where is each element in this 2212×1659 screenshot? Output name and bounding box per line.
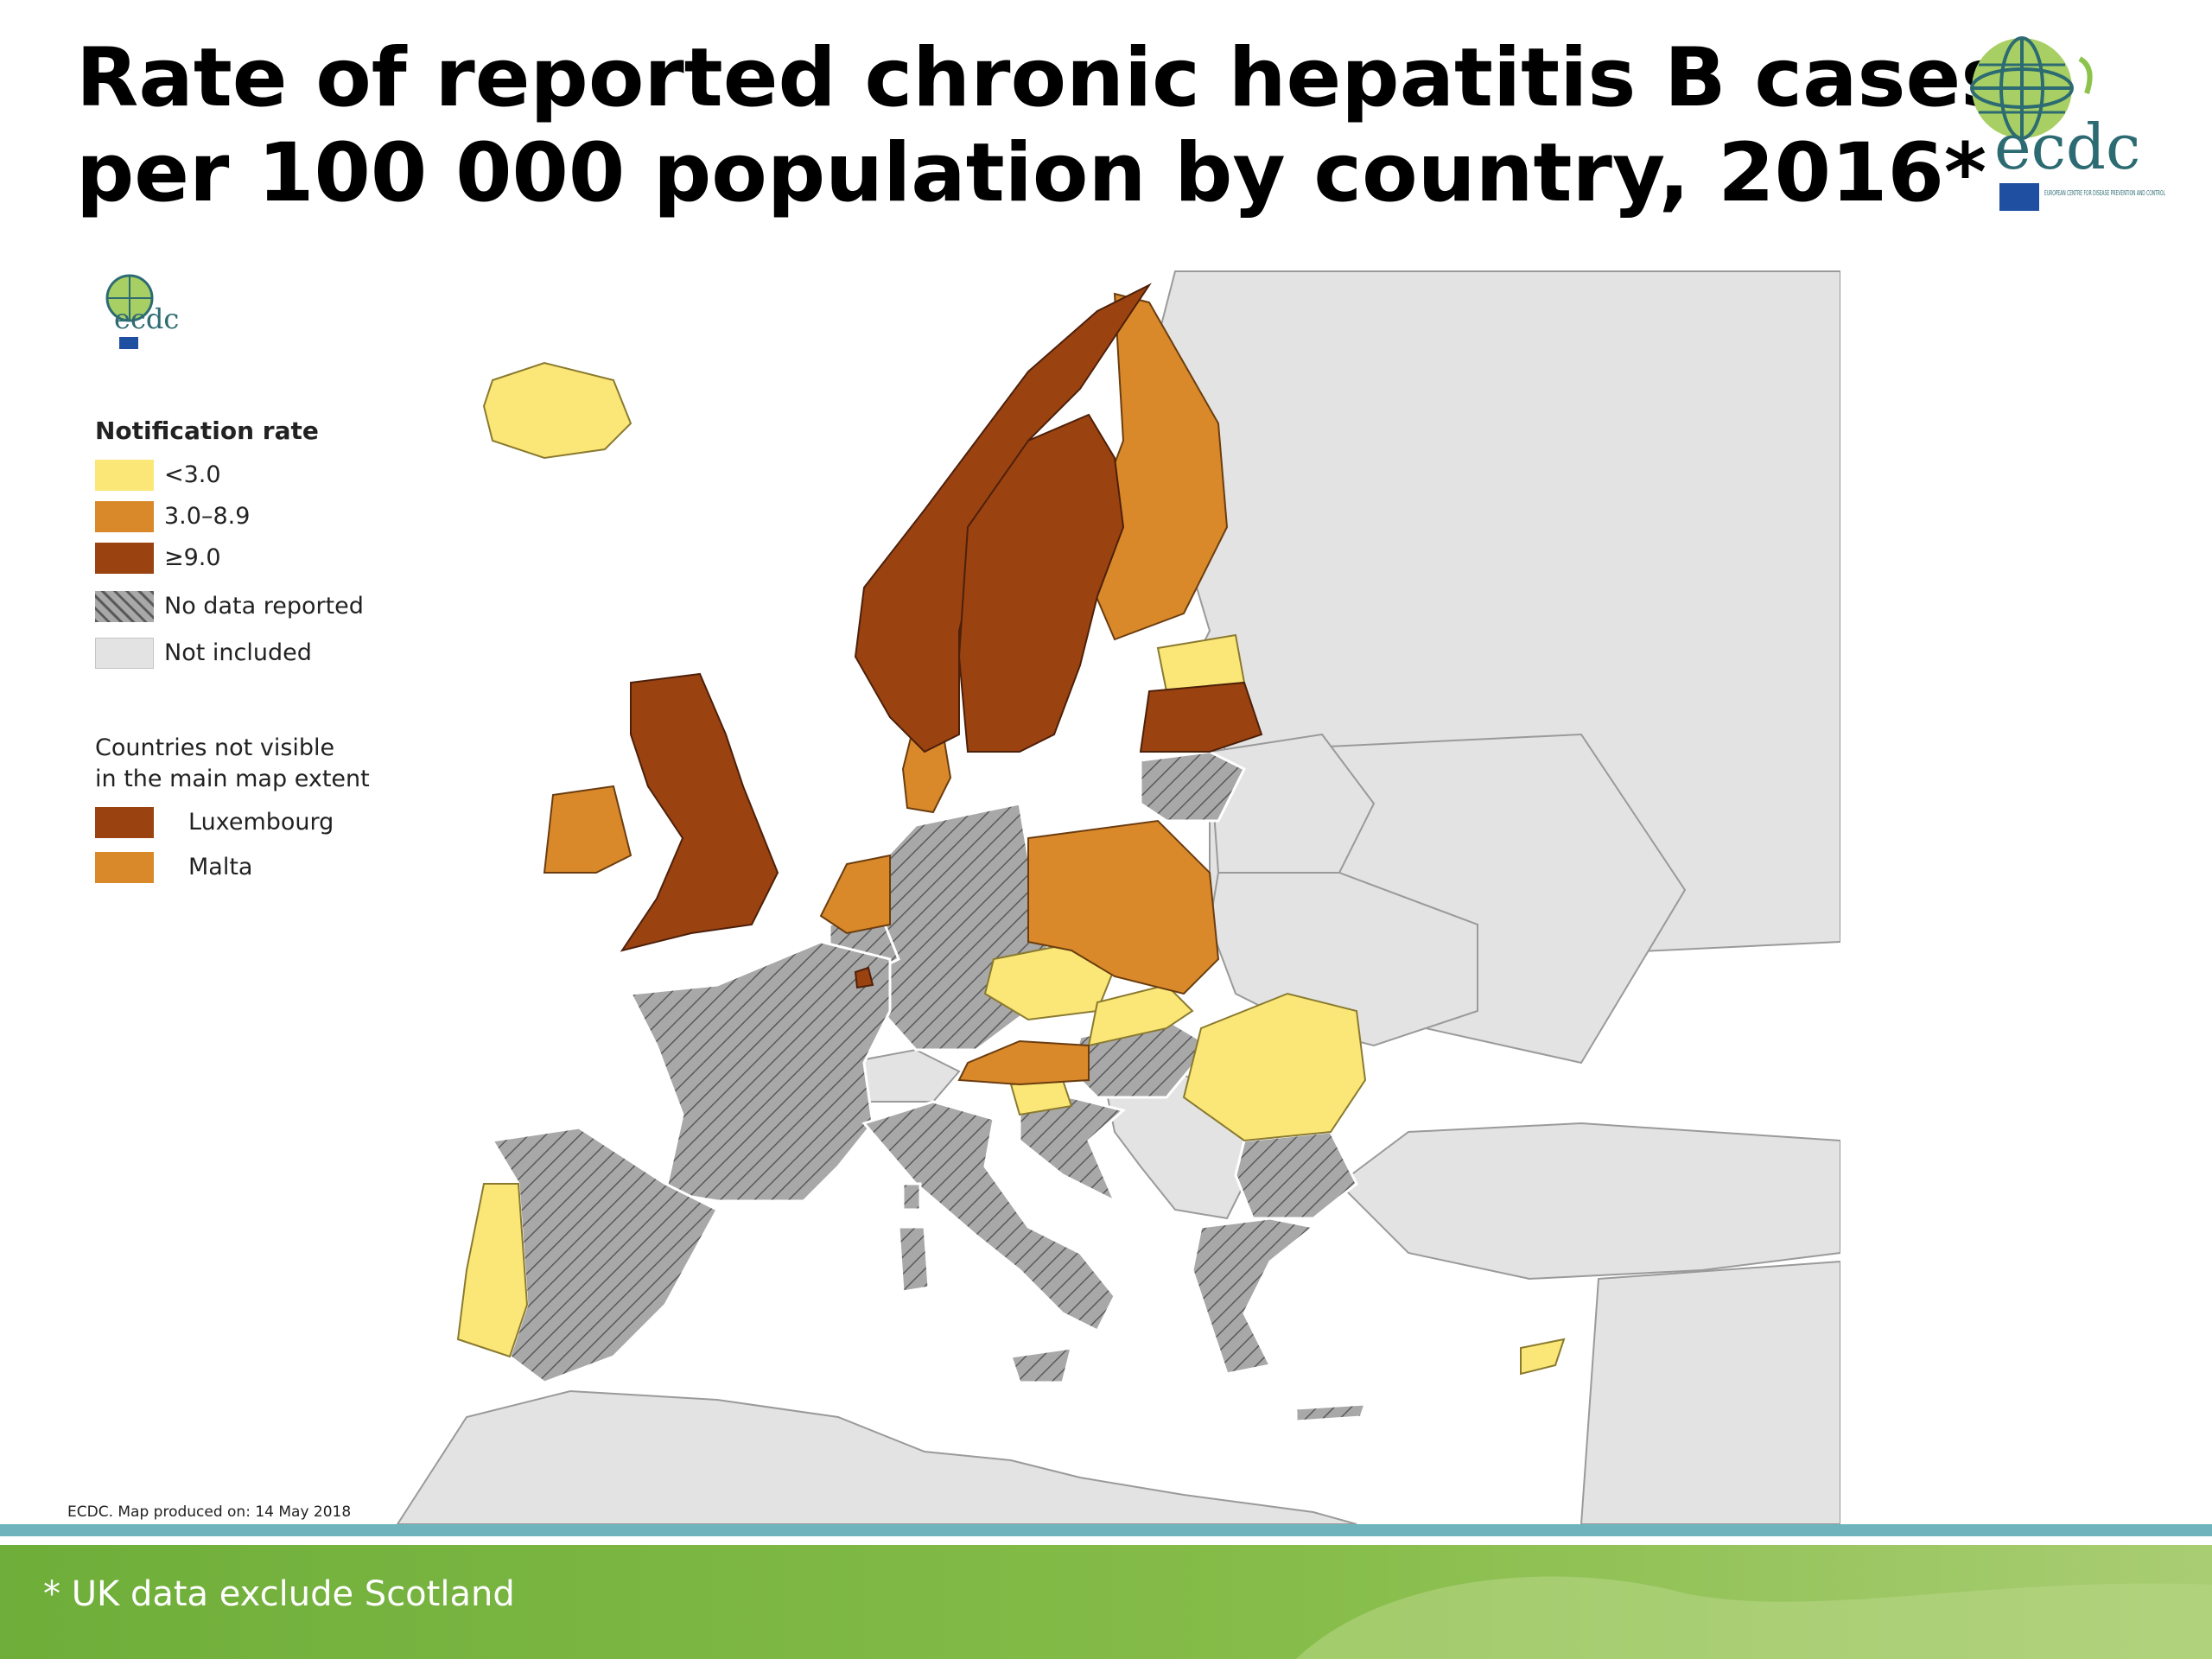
- title-line-1: Rate of reported chronic hepatitis B cas…: [76, 31, 2010, 125]
- bottom-band: [0, 1524, 2212, 1659]
- map-netherlands: [819, 854, 891, 935]
- inset-swatch-malta: [95, 852, 154, 883]
- legend-swatch-high: [95, 543, 154, 574]
- band-decoration: [1296, 1576, 2212, 1659]
- legend-swatch-mid: [95, 501, 154, 532]
- map-cyprus: [1520, 1338, 1566, 1376]
- map-ecdc-logo: ecdc: [105, 274, 179, 349]
- map-iceland: [482, 361, 632, 460]
- map-portugal: [456, 1183, 529, 1358]
- eu-flag-icon: [1999, 183, 2039, 211]
- map-slovakia: [1087, 983, 1194, 1047]
- logo-wordmark: ecdc: [1994, 111, 2140, 183]
- map-france: [628, 940, 892, 1203]
- legend-label-low: <3.0: [164, 461, 221, 488]
- map-greece: [1191, 1217, 1317, 1376]
- map-turkey: [1338, 1122, 1840, 1281]
- map-north-africa: [396, 1389, 1357, 1524]
- legend-label-no-data: No data reported: [164, 593, 364, 620]
- map-norway: [854, 283, 1152, 753]
- eu-flag-icon: [119, 337, 138, 349]
- map-panel: ecdc Notification rate <3.0 3.0–8.9 ≥9.0…: [60, 268, 1840, 1524]
- map-sicily: [1009, 1346, 1073, 1384]
- map-poland: [1027, 819, 1220, 995]
- band-gap: [0, 1536, 2212, 1545]
- map-credit: ECDC. Map produced on: 14 May 2018: [67, 1503, 352, 1521]
- legend-swatch-not-included: [95, 638, 154, 669]
- map-sweden: [957, 413, 1125, 753]
- map-crete: [1294, 1402, 1368, 1423]
- logo-subtext: EUROPEAN CENTRE FOR DISEASE PREVENTION A…: [2044, 189, 2165, 197]
- legend-swatch-low: [95, 460, 154, 491]
- inset-swatch-luxembourg: [95, 807, 154, 838]
- legend-swatch-no-data: [95, 591, 154, 622]
- map-corsica: [901, 1182, 922, 1211]
- map-latvia: [1139, 681, 1263, 753]
- map-bulgaria: [1234, 1130, 1358, 1220]
- inset-title-line-1: Countries not visible: [95, 734, 335, 761]
- legend-label-high: ≥9.0: [164, 544, 221, 571]
- map-estonia: [1156, 633, 1246, 693]
- globe-icon: [1970, 36, 2093, 140]
- map-sardinia: [897, 1225, 931, 1294]
- map-romania: [1182, 992, 1367, 1142]
- map-italy: [861, 1100, 1116, 1333]
- map-united-kingdom: [620, 672, 779, 952]
- legend-label-mid: 3.0–8.9: [164, 503, 251, 530]
- map-luxembourg: [854, 966, 874, 989]
- title-line-2: per 100 000 population by country, 2016*: [76, 126, 1987, 220]
- inset-title: Countries not visible in the main map ex…: [95, 733, 370, 795]
- map-ireland: [543, 785, 632, 874]
- map-middle-east: [1580, 1260, 1840, 1524]
- ecdc-logo: ecdc EUROPEAN CENTRE FOR DISEASE PREVENT…: [1970, 36, 2165, 211]
- inset-label-luxembourg: Luxembourg: [188, 809, 334, 836]
- legend-title: Notification rate: [95, 416, 319, 445]
- map-austria: [957, 1039, 1090, 1086]
- map-belarus: [1208, 733, 1376, 874]
- map-logo-wordmark: ecdc: [114, 302, 179, 335]
- footnote: * UK data exclude Scotland: [43, 1574, 515, 1614]
- legend-label-not-included: Not included: [164, 639, 312, 666]
- inset-title-line-2: in the main map extent: [95, 766, 370, 792]
- inset-label-malta: Malta: [188, 854, 253, 880]
- europe-map: [396, 270, 1840, 1524]
- map-croatia: [1018, 1096, 1127, 1205]
- slide-title: Rate of reported chronic hepatitis B cas…: [76, 31, 2010, 221]
- band-teal-stripe: [0, 1524, 2212, 1536]
